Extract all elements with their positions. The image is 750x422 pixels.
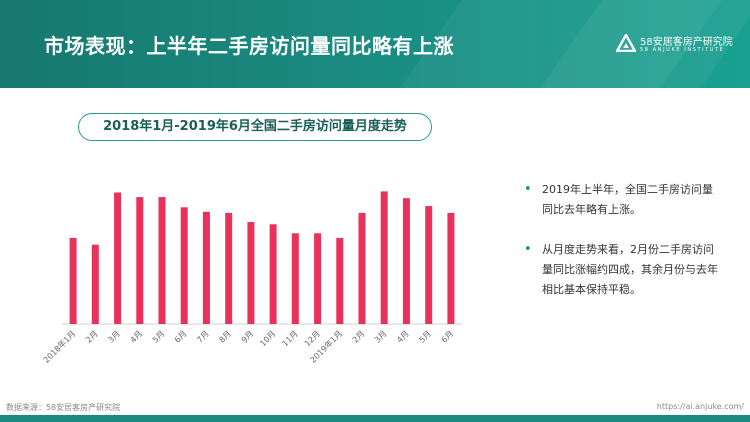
insight-item: • 2019年上半年，全国二手房访问量同比去年略有上涨。 — [520, 180, 720, 220]
x-tick-label: 5月 — [151, 329, 167, 345]
bar-9 — [269, 224, 277, 324]
x-tick-label: 5月 — [417, 329, 433, 345]
x-tick-label: 2月 — [351, 329, 367, 345]
bar-2 — [114, 192, 122, 324]
page-title: 市场表现：上半年二手房访问量同比略有上涨 — [44, 34, 454, 58]
bar-1 — [91, 244, 99, 324]
bar-6 — [202, 211, 210, 324]
header-banner: 市场表现：上半年二手房访问量同比略有上涨 58安居客房产研究院 58 ANJUK… — [0, 0, 750, 88]
x-tick-label: 4月 — [129, 329, 145, 345]
x-tick-label: 11月 — [280, 329, 299, 348]
x-tick-label: 6月 — [173, 329, 189, 345]
bar-13 — [358, 212, 366, 324]
x-tick-label: 8月 — [217, 329, 233, 345]
bar-12 — [336, 237, 344, 324]
bar-8 — [247, 222, 255, 324]
x-tick-label: 6月 — [440, 329, 456, 345]
logo-text-cn: 58安居客房产研究院 — [640, 37, 733, 48]
footer-bar — [0, 415, 750, 422]
x-tick-label: 9月 — [240, 329, 256, 345]
data-source: 数据来源：58安居客房产研究院 — [6, 403, 121, 412]
bar-10 — [291, 233, 299, 324]
bullet-icon: • — [524, 242, 532, 257]
insight-text: 从月度走势来看，2月份二手房访问量同比涨幅约四成，其余月份与去年相比基本保持平稳… — [542, 243, 718, 296]
bar-14 — [380, 191, 388, 324]
footer-url[interactable]: https://ai.anjuke.com/ — [656, 402, 744, 411]
brand-logo: 58安居客房产研究院 58 ANJUKE INSTITUTE — [616, 33, 736, 59]
insight-item: • 从月度走势来看，2月份二手房访问量同比涨幅约四成，其余月份与去年相比基本保持… — [520, 240, 720, 300]
bar-0 — [69, 237, 77, 324]
insight-text: 2019年上半年，全国二手房访问量同比去年略有上涨。 — [542, 183, 713, 216]
x-tick-label: 12月 — [303, 329, 322, 348]
logo-text-en: 58 ANJUKE INSTITUTE — [640, 47, 725, 53]
x-tick-label: 7月 — [195, 329, 211, 345]
x-tick-label: 4月 — [395, 329, 411, 345]
x-tick-label: 2月 — [84, 329, 100, 345]
bullet-icon: • — [524, 182, 532, 197]
bar-17 — [447, 212, 455, 324]
bar-15 — [402, 198, 410, 324]
bar-3 — [136, 197, 144, 324]
x-tick-label: 3月 — [373, 329, 389, 345]
chart-title: 2018年1月-2019年6月全国二手房访问量月度走势 — [78, 113, 432, 141]
bar-7 — [225, 212, 233, 324]
insight-list: • 2019年上半年，全国二手房访问量同比去年略有上涨。 • 从月度走势来看，2… — [520, 180, 720, 320]
bar-5 — [180, 207, 188, 324]
x-tick-label: 10月 — [258, 329, 277, 348]
bar-16 — [425, 206, 433, 324]
house-icon — [616, 34, 636, 52]
x-tick-label: 3月 — [106, 329, 122, 345]
x-tick-label: 2018年1月 — [41, 328, 77, 364]
bar-11 — [314, 233, 322, 324]
bar-4 — [158, 197, 166, 324]
